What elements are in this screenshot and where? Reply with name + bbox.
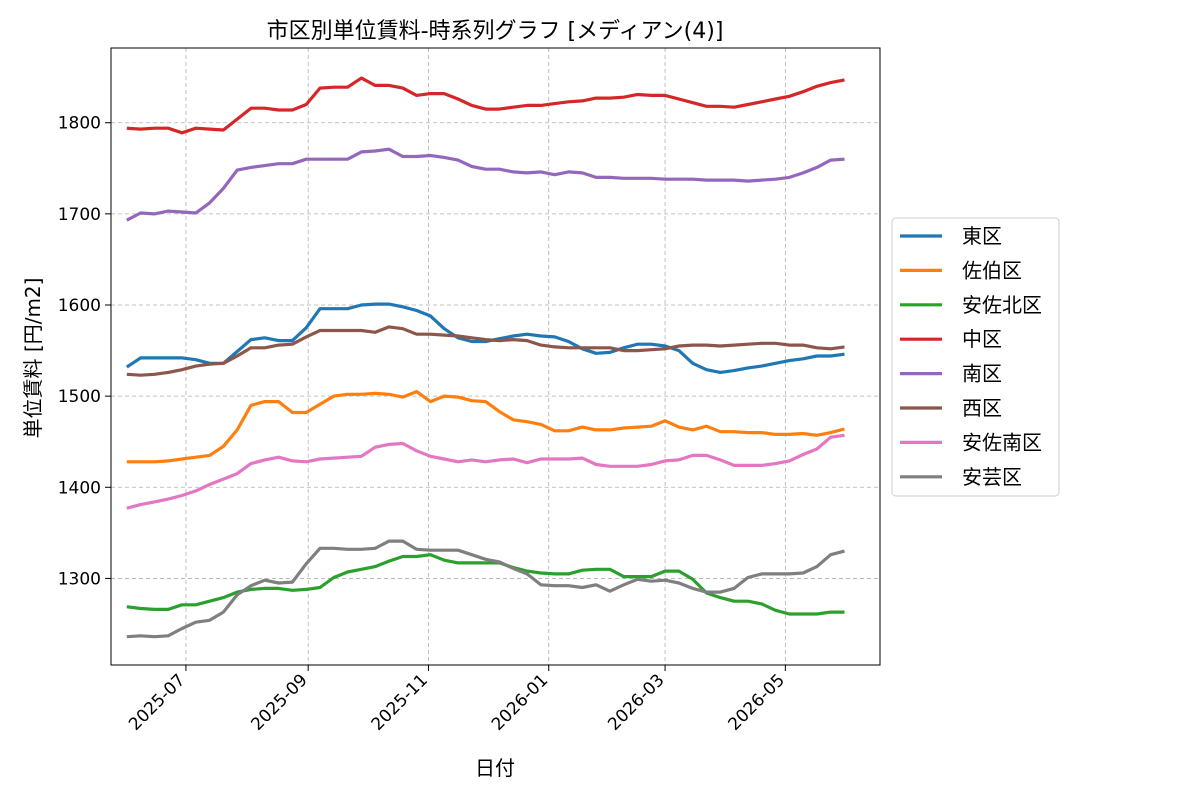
legend-label: 中区 <box>962 327 1002 351</box>
legend-label: 南区 <box>962 362 1002 386</box>
y-tick-label: 1500 <box>58 387 101 407</box>
x-tick-label: 2025-07 <box>125 670 189 734</box>
x-tick-label: 2025-11 <box>368 670 432 734</box>
series-line-8 <box>126 539 845 639</box>
legend-label: 東区 <box>962 224 1002 248</box>
series-line-4 <box>126 76 845 135</box>
y-axis-label: 単位賃料 [円/m2] <box>21 278 45 439</box>
series-line-2 <box>126 390 845 464</box>
x-tick-label: 2026-05 <box>725 670 789 734</box>
plot-frame <box>110 47 881 666</box>
series-line-6 <box>126 325 845 377</box>
x-tick-label: 2026-01 <box>488 670 552 734</box>
y-tick-label: 1800 <box>58 114 101 134</box>
y-tick-label: 1700 <box>58 205 101 225</box>
y-tick-label: 1400 <box>58 478 101 498</box>
legend-label: 西区 <box>962 396 1002 420</box>
series-line-5 <box>126 147 845 222</box>
x-axis: 2025-07 2025-09 2025-11 2026-01 2026-03 2026-… <box>125 665 789 735</box>
legend-label: 安芸区 <box>962 465 1022 489</box>
x-tick-label: 2026-03 <box>604 670 668 734</box>
series-line-1 <box>125 302 845 374</box>
y-axis: 1300 1400 1500 1600 1700 1800 <box>58 114 111 589</box>
legend-box <box>891 217 1060 497</box>
x-tick-label: 2025-09 <box>247 670 311 734</box>
chart-title: 市区別単位賃料-時系列グラフ [メディアン(4)] <box>267 19 724 44</box>
legend-label: 安佐北区 <box>962 293 1042 317</box>
y-tick-label: 1300 <box>58 569 101 589</box>
y-tick-label: 1600 <box>58 296 101 316</box>
legend-label: 佐伯区 <box>962 258 1022 282</box>
series-lines <box>125 76 845 639</box>
legend-label: 安佐南区 <box>962 430 1042 454</box>
x-axis-label: 日付 <box>475 756 515 780</box>
series-line-7 <box>126 433 845 510</box>
